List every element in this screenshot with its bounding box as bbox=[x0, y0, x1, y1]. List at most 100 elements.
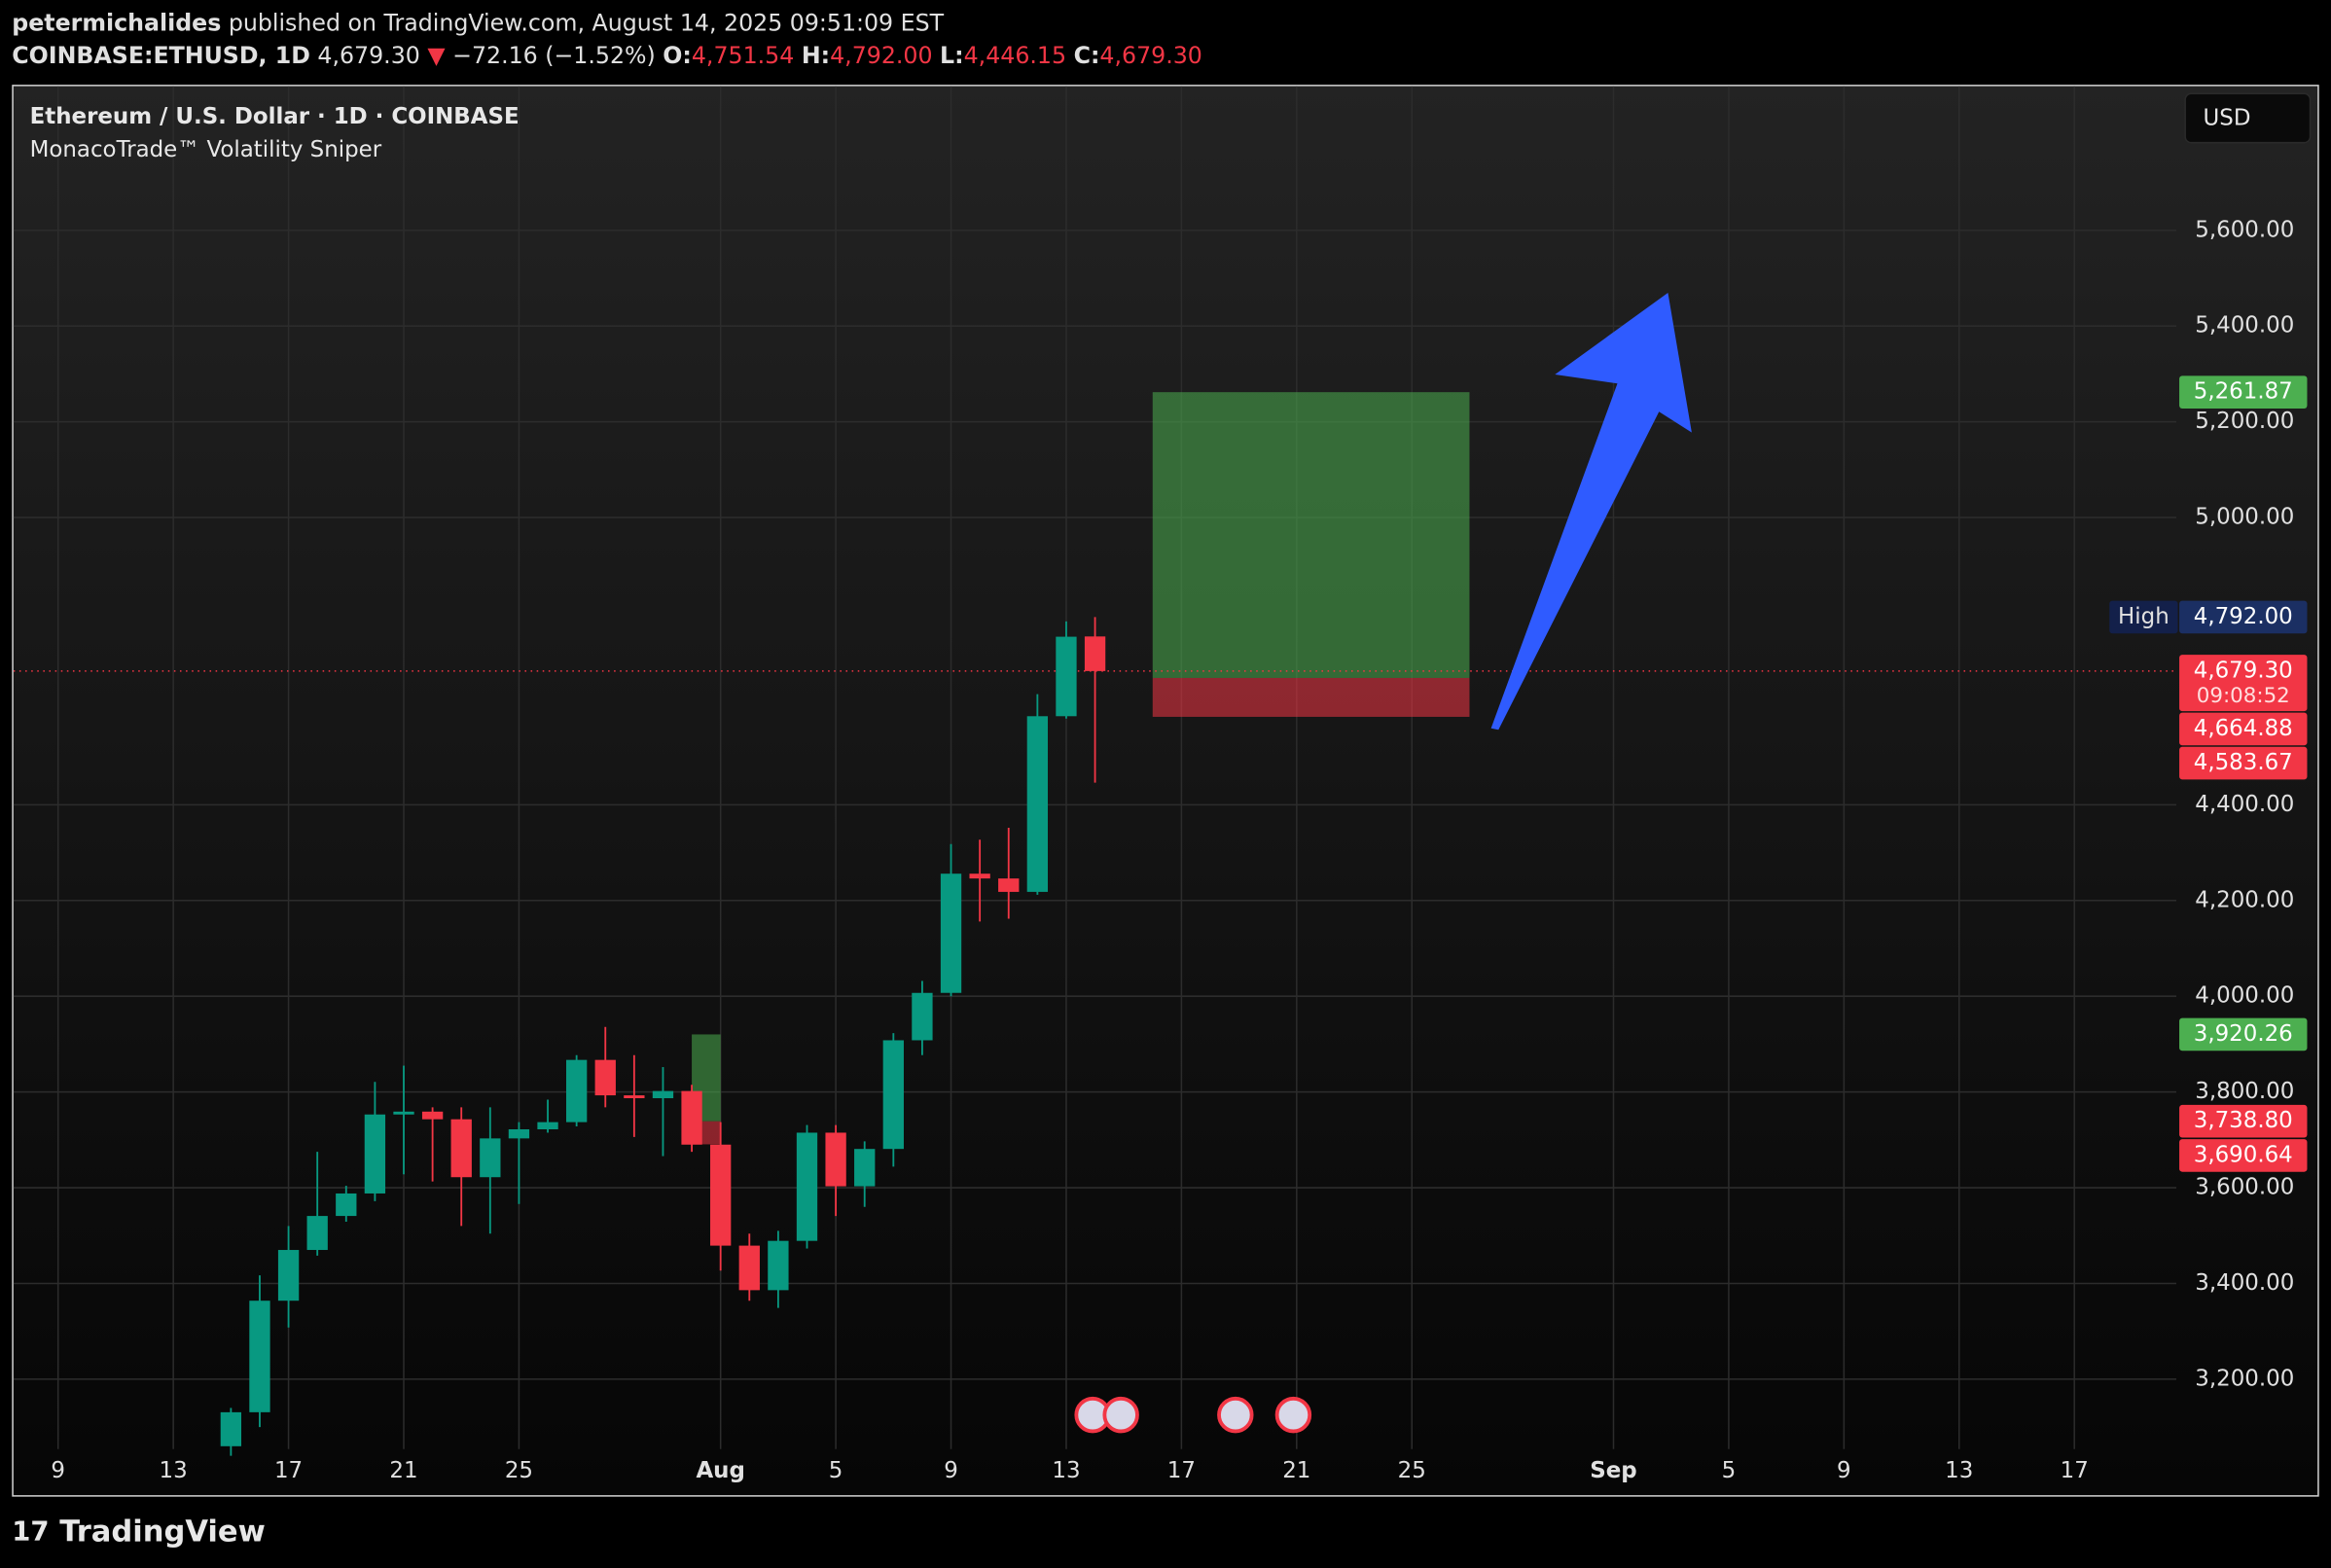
price-label-box bbox=[2179, 375, 2308, 409]
candle-body bbox=[220, 1411, 242, 1446]
price-label: 3,920.26 bbox=[2194, 1021, 2293, 1047]
x-tick-label: 17 bbox=[274, 1458, 303, 1483]
footer-logo: 17 TradingView bbox=[12, 1515, 266, 1549]
candle-body bbox=[681, 1090, 702, 1145]
x-tick-label: 17 bbox=[1167, 1458, 1196, 1483]
price-label: 4,583.67 bbox=[2194, 750, 2293, 775]
y-tick-label: 3,200.00 bbox=[2195, 1366, 2294, 1391]
event-icon[interactable] bbox=[1274, 1396, 1312, 1434]
x-tick-label: 21 bbox=[1282, 1458, 1310, 1483]
chart-frame bbox=[12, 85, 2319, 1497]
event-icon[interactable] bbox=[1102, 1396, 1139, 1434]
candle-body bbox=[594, 1059, 616, 1096]
x-tick-label: 9 bbox=[1837, 1458, 1851, 1483]
x-tick-label: 13 bbox=[1945, 1458, 1973, 1483]
y-tick-label: 3,600.00 bbox=[2195, 1175, 2294, 1200]
symbol-line: COINBASE:ETHUSD, 1D 4,679.30 ▼ −72.16 (−… bbox=[12, 42, 1202, 69]
change: −72.16 (−1.52%) bbox=[452, 42, 656, 69]
x-tick-label: 5 bbox=[1722, 1458, 1737, 1483]
y-tick-label: 5,400.00 bbox=[2195, 313, 2294, 339]
y-tick-label: 4,200.00 bbox=[2195, 887, 2294, 912]
grid bbox=[13, 86, 2177, 1449]
arrow-annotation bbox=[1490, 293, 1692, 731]
candle-body bbox=[912, 992, 933, 1041]
y-tick-label: 5,000.00 bbox=[2195, 505, 2294, 530]
candle-body bbox=[306, 1216, 328, 1251]
legend-title: Ethereum / U.S. Dollar · 1D · COINBASE bbox=[30, 104, 520, 129]
legend-indicator: MonacoTrade™ Volatility Sniper bbox=[30, 137, 382, 162]
x-tick-label: 9 bbox=[944, 1458, 958, 1483]
y-tick-label: 5,600.00 bbox=[2195, 217, 2294, 242]
candle-body bbox=[624, 1095, 645, 1099]
candle-body bbox=[336, 1193, 357, 1217]
price-label-box bbox=[2179, 600, 2308, 634]
candle-body bbox=[508, 1129, 530, 1139]
candle-body bbox=[393, 1111, 414, 1115]
price-label: 3,738.80 bbox=[2194, 1108, 2293, 1133]
currency-label: USD bbox=[2204, 106, 2251, 131]
logo-text: TradingView bbox=[59, 1515, 266, 1549]
position-loss-zone bbox=[1152, 677, 1470, 717]
price-label-box bbox=[2179, 1104, 2308, 1138]
last: 4,679.30 bbox=[317, 42, 419, 69]
x-tick-label: 25 bbox=[505, 1458, 533, 1483]
candle-body bbox=[364, 1114, 386, 1194]
candle-body bbox=[480, 1138, 501, 1178]
candle-body bbox=[1084, 636, 1106, 671]
candle-body bbox=[738, 1245, 760, 1291]
candle-body bbox=[940, 873, 962, 993]
price-label-box bbox=[2179, 1017, 2308, 1051]
x-tick-label: 17 bbox=[2061, 1458, 2089, 1483]
position-profit-zone bbox=[1152, 392, 1470, 678]
x-tick-label: Aug bbox=[696, 1458, 744, 1483]
y-tick-label: 3,400.00 bbox=[2195, 1270, 2294, 1296]
price-label: 4,664.88 bbox=[2194, 716, 2293, 741]
axes: 3,200.00 3,400.00 3,600.00 3,800.00 4,000.00… bbox=[2109, 217, 2308, 1391]
price-label-box bbox=[2179, 655, 2308, 712]
price-label: 3,690.64 bbox=[2194, 1142, 2293, 1167]
candle-body bbox=[565, 1059, 588, 1123]
author: petermichalides bbox=[12, 9, 221, 36]
c-value: 4,679.30 bbox=[1099, 42, 1201, 69]
candle-body bbox=[249, 1301, 270, 1412]
l-label: L: bbox=[940, 42, 964, 69]
price-label: 4,679.30 bbox=[2194, 658, 2293, 683]
published: published on TradingView.com, August 14,… bbox=[229, 9, 945, 36]
o-value: 4,751.54 bbox=[692, 42, 794, 69]
candle-body bbox=[1056, 636, 1077, 717]
candle-body bbox=[537, 1122, 558, 1130]
x-tick-label: 13 bbox=[160, 1458, 188, 1483]
candle-body bbox=[277, 1250, 300, 1301]
price-label: 4,792.00 bbox=[2194, 604, 2293, 629]
event-icons bbox=[1074, 1396, 1312, 1434]
o-label: O: bbox=[663, 42, 692, 69]
h-label: H: bbox=[802, 42, 830, 69]
x-tick-label: 5 bbox=[829, 1458, 843, 1483]
candle-body bbox=[998, 878, 1020, 892]
x-tick-label: 9 bbox=[51, 1458, 65, 1483]
c-label: C: bbox=[1074, 42, 1100, 69]
price-countdown: 09:08:52 bbox=[2197, 684, 2290, 708]
price-tag: High bbox=[2118, 604, 2170, 629]
candle-body bbox=[969, 873, 990, 879]
x-tick-label: 21 bbox=[389, 1458, 417, 1483]
change-arrow: ▼ bbox=[427, 42, 446, 69]
plot: 913172125Aug5913172125Sep5913172 bbox=[13, 392, 2177, 1483]
symbol: COINBASE:ETHUSD, 1D bbox=[12, 42, 310, 69]
candle-body bbox=[710, 1144, 732, 1246]
price-label-box bbox=[2179, 712, 2308, 746]
event-icon[interactable] bbox=[1217, 1396, 1254, 1434]
y-tick-label: 4,000.00 bbox=[2195, 983, 2294, 1009]
price-label-box bbox=[2179, 1139, 2308, 1172]
y-tick-label: 3,800.00 bbox=[2195, 1079, 2294, 1104]
candle-body bbox=[854, 1149, 876, 1187]
y-tick-label: 4,400.00 bbox=[2195, 792, 2294, 817]
currency-button[interactable] bbox=[2184, 92, 2312, 144]
y-tick-label: 5,200.00 bbox=[2195, 409, 2294, 434]
candle-body bbox=[652, 1090, 674, 1099]
l-value: 4,446.15 bbox=[964, 42, 1066, 69]
x-tick-label: 25 bbox=[1398, 1458, 1426, 1483]
candle-body bbox=[1026, 716, 1049, 892]
